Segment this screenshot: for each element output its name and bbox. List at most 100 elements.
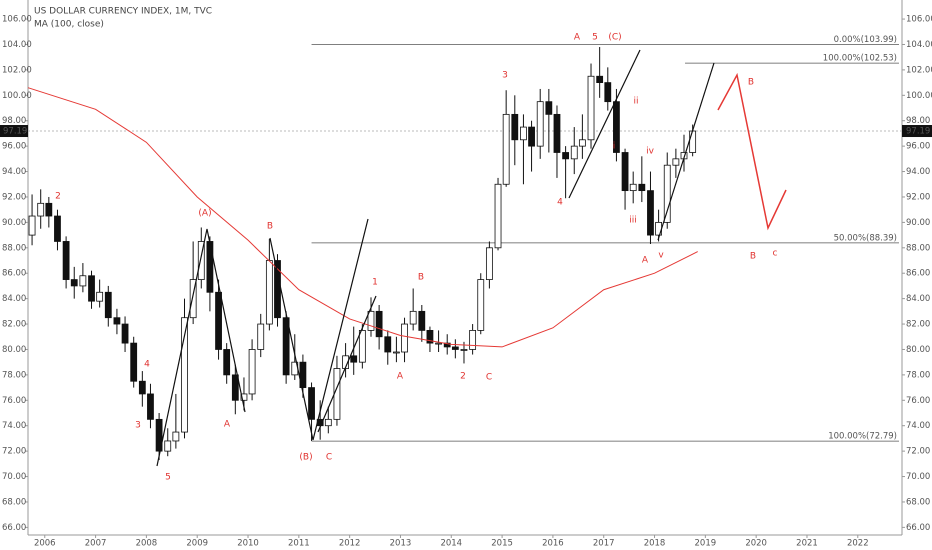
wave-label: 4 <box>144 360 150 370</box>
candle-body <box>367 310 375 331</box>
candle-body <box>409 310 417 325</box>
candle-body <box>393 351 400 354</box>
projection-line <box>717 72 787 231</box>
y-tick-label: 70.00 <box>2 472 26 482</box>
candle-body <box>596 75 604 84</box>
candle-body <box>689 130 697 153</box>
y-tick-label: 86.00 <box>2 269 26 279</box>
candle-body <box>604 82 612 103</box>
y-tick-label: 84.00 <box>906 294 930 304</box>
candle-body <box>240 393 248 401</box>
candle-body <box>613 101 620 153</box>
candle-body <box>28 215 36 236</box>
candle-body <box>130 342 138 382</box>
candle-body <box>553 113 561 153</box>
candle-body <box>113 317 121 325</box>
wave-label: B <box>418 273 424 283</box>
y-tick-label: 98.00 <box>906 116 930 126</box>
y-tick-label: 100.00 <box>2 91 32 101</box>
candle-body <box>231 374 239 401</box>
wave-label: iii <box>629 216 637 226</box>
wave-label: v <box>658 251 664 261</box>
candle-body <box>460 349 468 351</box>
x-tick-label: 2016 <box>542 539 564 549</box>
wave-label: C <box>486 373 492 383</box>
y-tick-label: 76.00 <box>2 396 26 406</box>
candle-body <box>358 330 366 363</box>
candle-body <box>494 183 502 249</box>
y-tick-label: 68.00 <box>2 497 26 507</box>
wave-label: 1 <box>372 278 378 288</box>
wave-label: A <box>224 420 231 430</box>
candle-body <box>70 279 78 287</box>
candle-body <box>545 101 553 115</box>
y-tick-label: 66.00 <box>906 523 930 533</box>
x-tick-label: 2008 <box>136 539 158 549</box>
candle-body <box>384 336 392 353</box>
wave-label: (B) <box>299 453 312 463</box>
candle-body <box>469 330 477 350</box>
wave-label: 4 <box>557 198 563 208</box>
candle-body <box>502 113 510 185</box>
y-tick-label: 102.00 <box>906 65 932 75</box>
y-tick-label: 96.00 <box>906 142 930 152</box>
y-tick-label: 94.00 <box>906 167 930 177</box>
wave-label: (C) <box>608 33 621 43</box>
wave-label: B <box>750 252 756 262</box>
trend-line <box>156 228 246 467</box>
y-tick-label: 86.00 <box>906 269 930 279</box>
wave-label: ii <box>633 97 638 107</box>
x-tick-label: 2014 <box>440 539 462 549</box>
y-tick-label: 96.00 <box>2 142 26 152</box>
candle-body <box>587 75 595 141</box>
candle-body <box>215 291 222 350</box>
candle-body <box>528 126 535 147</box>
x-tick-label: 2021 <box>796 539 818 549</box>
y-tick-label: 92.00 <box>2 192 26 202</box>
x-tick-label: 2013 <box>390 539 412 549</box>
x-tick-label: 2009 <box>186 539 208 549</box>
candle-body <box>79 275 87 287</box>
y-tick-label: 72.00 <box>2 447 26 457</box>
candle-body <box>155 418 163 452</box>
trend-lines <box>156 49 715 467</box>
candle-body <box>485 247 493 280</box>
y-tick-label: 78.00 <box>906 370 930 380</box>
candle-body <box>629 183 637 192</box>
candle-body <box>45 202 53 217</box>
y-tick-label: 104.00 <box>2 40 32 50</box>
y-tick-label: 80.00 <box>2 345 26 355</box>
candle-body <box>248 349 256 395</box>
candle-body <box>121 323 129 344</box>
candle-body <box>88 275 95 302</box>
candle-body <box>265 260 273 325</box>
candle-body <box>426 330 434 344</box>
wave-label: (A) <box>198 209 211 219</box>
candle-body <box>443 342 451 348</box>
candle-body <box>638 183 646 192</box>
trend-line <box>317 295 377 433</box>
candle-body <box>511 113 519 141</box>
x-tick-label: 2007 <box>85 539 107 549</box>
wave-label: 3 <box>502 71 508 81</box>
wave-label: c <box>773 249 778 259</box>
candle-body <box>418 310 426 331</box>
candle-body <box>621 152 629 192</box>
wave-label: B <box>748 78 754 88</box>
trend-line <box>568 49 641 199</box>
y-tick-label: 102.00 <box>2 65 32 75</box>
y-tick-label: 92.00 <box>906 192 930 202</box>
x-tick-label: 2010 <box>237 539 259 549</box>
candle-body <box>401 323 408 353</box>
wave-label: i <box>613 142 616 152</box>
y-tick-label: 74.00 <box>906 421 930 431</box>
candle-body <box>477 279 485 331</box>
wave-label: B <box>267 222 273 232</box>
candle-body <box>536 101 544 147</box>
y-tick-label: 90.00 <box>2 218 26 228</box>
y-tick-label: 66.00 <box>2 523 26 533</box>
trend-line <box>657 62 715 241</box>
candle-body <box>206 241 214 293</box>
